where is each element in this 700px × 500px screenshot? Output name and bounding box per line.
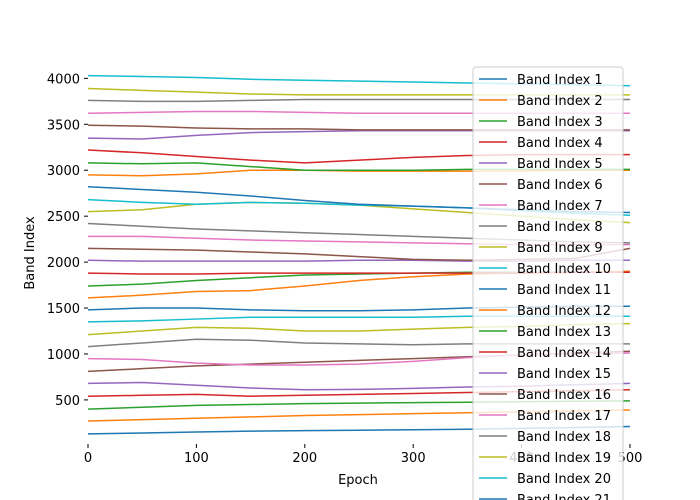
y-tick-label: 1000: [47, 348, 80, 363]
x-tick-label: 500: [618, 451, 643, 466]
legend-label: Band Index 3: [517, 115, 603, 130]
y-tick-label: 3000: [47, 164, 80, 179]
legend-label: Band Index 10: [517, 262, 611, 277]
legend-label: Band Index 9: [517, 241, 603, 256]
y-axis-label: Band Index: [23, 216, 38, 290]
x-axis-label: Epoch: [338, 473, 378, 488]
y-tick-label: 2000: [47, 256, 80, 271]
legend-label: Band Index 6: [517, 178, 603, 193]
legend-label: Band Index 16: [517, 388, 611, 403]
x-tick-label: 200: [292, 451, 317, 466]
x-tick-label: 300: [401, 451, 426, 466]
y-tick-label: 500: [55, 394, 80, 409]
y-tick-label: 4000: [47, 72, 80, 87]
legend-label: Band Index 5: [517, 157, 603, 172]
legend-label: Band Index 2: [517, 94, 603, 109]
legend-label: Band Index 8: [517, 220, 603, 235]
legend-label: Band Index 14: [517, 346, 611, 361]
legend-label: Band Index 12: [517, 304, 611, 319]
legend-label: Band Index 19: [517, 451, 611, 466]
x-tick-label: 0: [84, 451, 92, 466]
legend-label: Band Index 20: [517, 472, 611, 487]
y-tick-label: 1500: [47, 302, 80, 317]
legend: Band Index 1 Band Index 2 Band Index 3 Band…: [472, 66, 624, 500]
x-tick-label: 100: [184, 451, 209, 466]
legend-label: Band Index 13: [517, 325, 611, 340]
legend-label: Band Index 18: [517, 430, 611, 445]
legend-frame: [472, 66, 624, 500]
legend-label: Band Index 17: [517, 409, 611, 424]
legend-label: Band Index 1: [517, 73, 603, 88]
y-tick-label: 3500: [47, 118, 80, 133]
legend-label: Band Index 11: [517, 283, 611, 298]
legend-label: Band Index 21: [517, 493, 611, 500]
legend-label: Band Index 4: [517, 136, 603, 151]
legend-label: Band Index 15: [517, 367, 611, 382]
y-tick-label: 2500: [47, 210, 80, 225]
legend-label: Band Index 7: [517, 199, 603, 214]
